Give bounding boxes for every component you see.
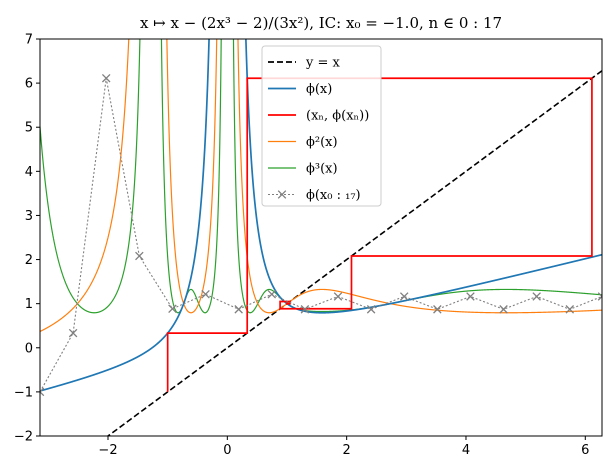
iterate-point	[433, 305, 442, 314]
y-tick-label: 3	[25, 209, 33, 224]
x-tick-label: 6	[581, 443, 589, 458]
iterate-point	[40, 387, 45, 397]
legend-item: ϕ(x)	[268, 82, 332, 97]
iterate-point	[135, 251, 144, 261]
iterate-point	[267, 289, 277, 299]
y-tick-label: 6	[25, 77, 33, 92]
legend-label: ϕ³(x)	[306, 162, 338, 177]
iterate-point	[366, 305, 376, 314]
legend-item: ϕ(x₀ : ₁₇)	[268, 188, 361, 203]
plot-frame	[39, 38, 603, 437]
legend-item: y = x	[268, 56, 341, 71]
y-tick-label: 7	[25, 33, 33, 48]
phi2-line	[40, 39, 602, 333]
iterate-point	[101, 73, 111, 83]
iterate-point	[168, 304, 177, 314]
legend-item: ϕ²(x)	[268, 135, 338, 150]
legend-label: ϕ(x₀ : ₁₇)	[306, 188, 361, 203]
iterate-point	[201, 289, 210, 299]
y-tick-label: 0	[25, 341, 33, 356]
y-tick-label: −2	[14, 430, 33, 445]
legend-item: (xₙ, ϕ(xₙ))	[268, 109, 369, 124]
legend-item: ϕ³(x)	[268, 162, 338, 177]
iterate-point	[565, 305, 575, 314]
legend-label: ϕ²(x)	[306, 135, 338, 150]
x-tick-label: −2	[98, 443, 117, 458]
x-tick-label: 2	[343, 443, 351, 458]
legend-label: y = x	[305, 56, 341, 71]
x-axis: −2 0 2 4 6	[98, 436, 589, 458]
iterate-point	[499, 305, 508, 314]
y-tick-label: 5	[25, 121, 33, 136]
iterate-point	[532, 292, 541, 301]
iterate-point	[597, 292, 602, 301]
legend-box	[261, 45, 382, 207]
y-tick-label: 4	[25, 165, 33, 180]
iterate-point	[68, 328, 78, 338]
iterate-point	[234, 305, 243, 314]
x-tick-label: 4	[462, 443, 470, 458]
y-tick-label: 2	[25, 253, 33, 268]
legend: y = x ϕ(x) (xₙ, ϕ(xₙ)) ϕ²(x) ϕ³(x) ϕ(x₀ : ₁₇)	[261, 45, 382, 207]
legend-label: (xₙ, ϕ(xₙ))	[306, 109, 369, 124]
legend-label: ϕ(x)	[306, 82, 332, 97]
iterate-point	[466, 292, 475, 301]
x-tick-label: 0	[223, 443, 231, 458]
cobweb-line	[166, 77, 593, 392]
y-tick-label: −1	[14, 385, 33, 400]
iterate-point	[300, 305, 310, 314]
series-layer	[40, 39, 602, 436]
legend-marker	[277, 190, 287, 199]
y-tick-label: 1	[25, 297, 33, 312]
iterate-point	[399, 292, 409, 301]
chart-title: x ↦ x − (2x³ − 2)/(3x²), IC: x₀ = −1.0, …	[140, 14, 502, 32]
y-axis: −2 −1 0 1 2 3 4 5 6 7	[14, 33, 40, 445]
iterate-point	[333, 292, 343, 301]
